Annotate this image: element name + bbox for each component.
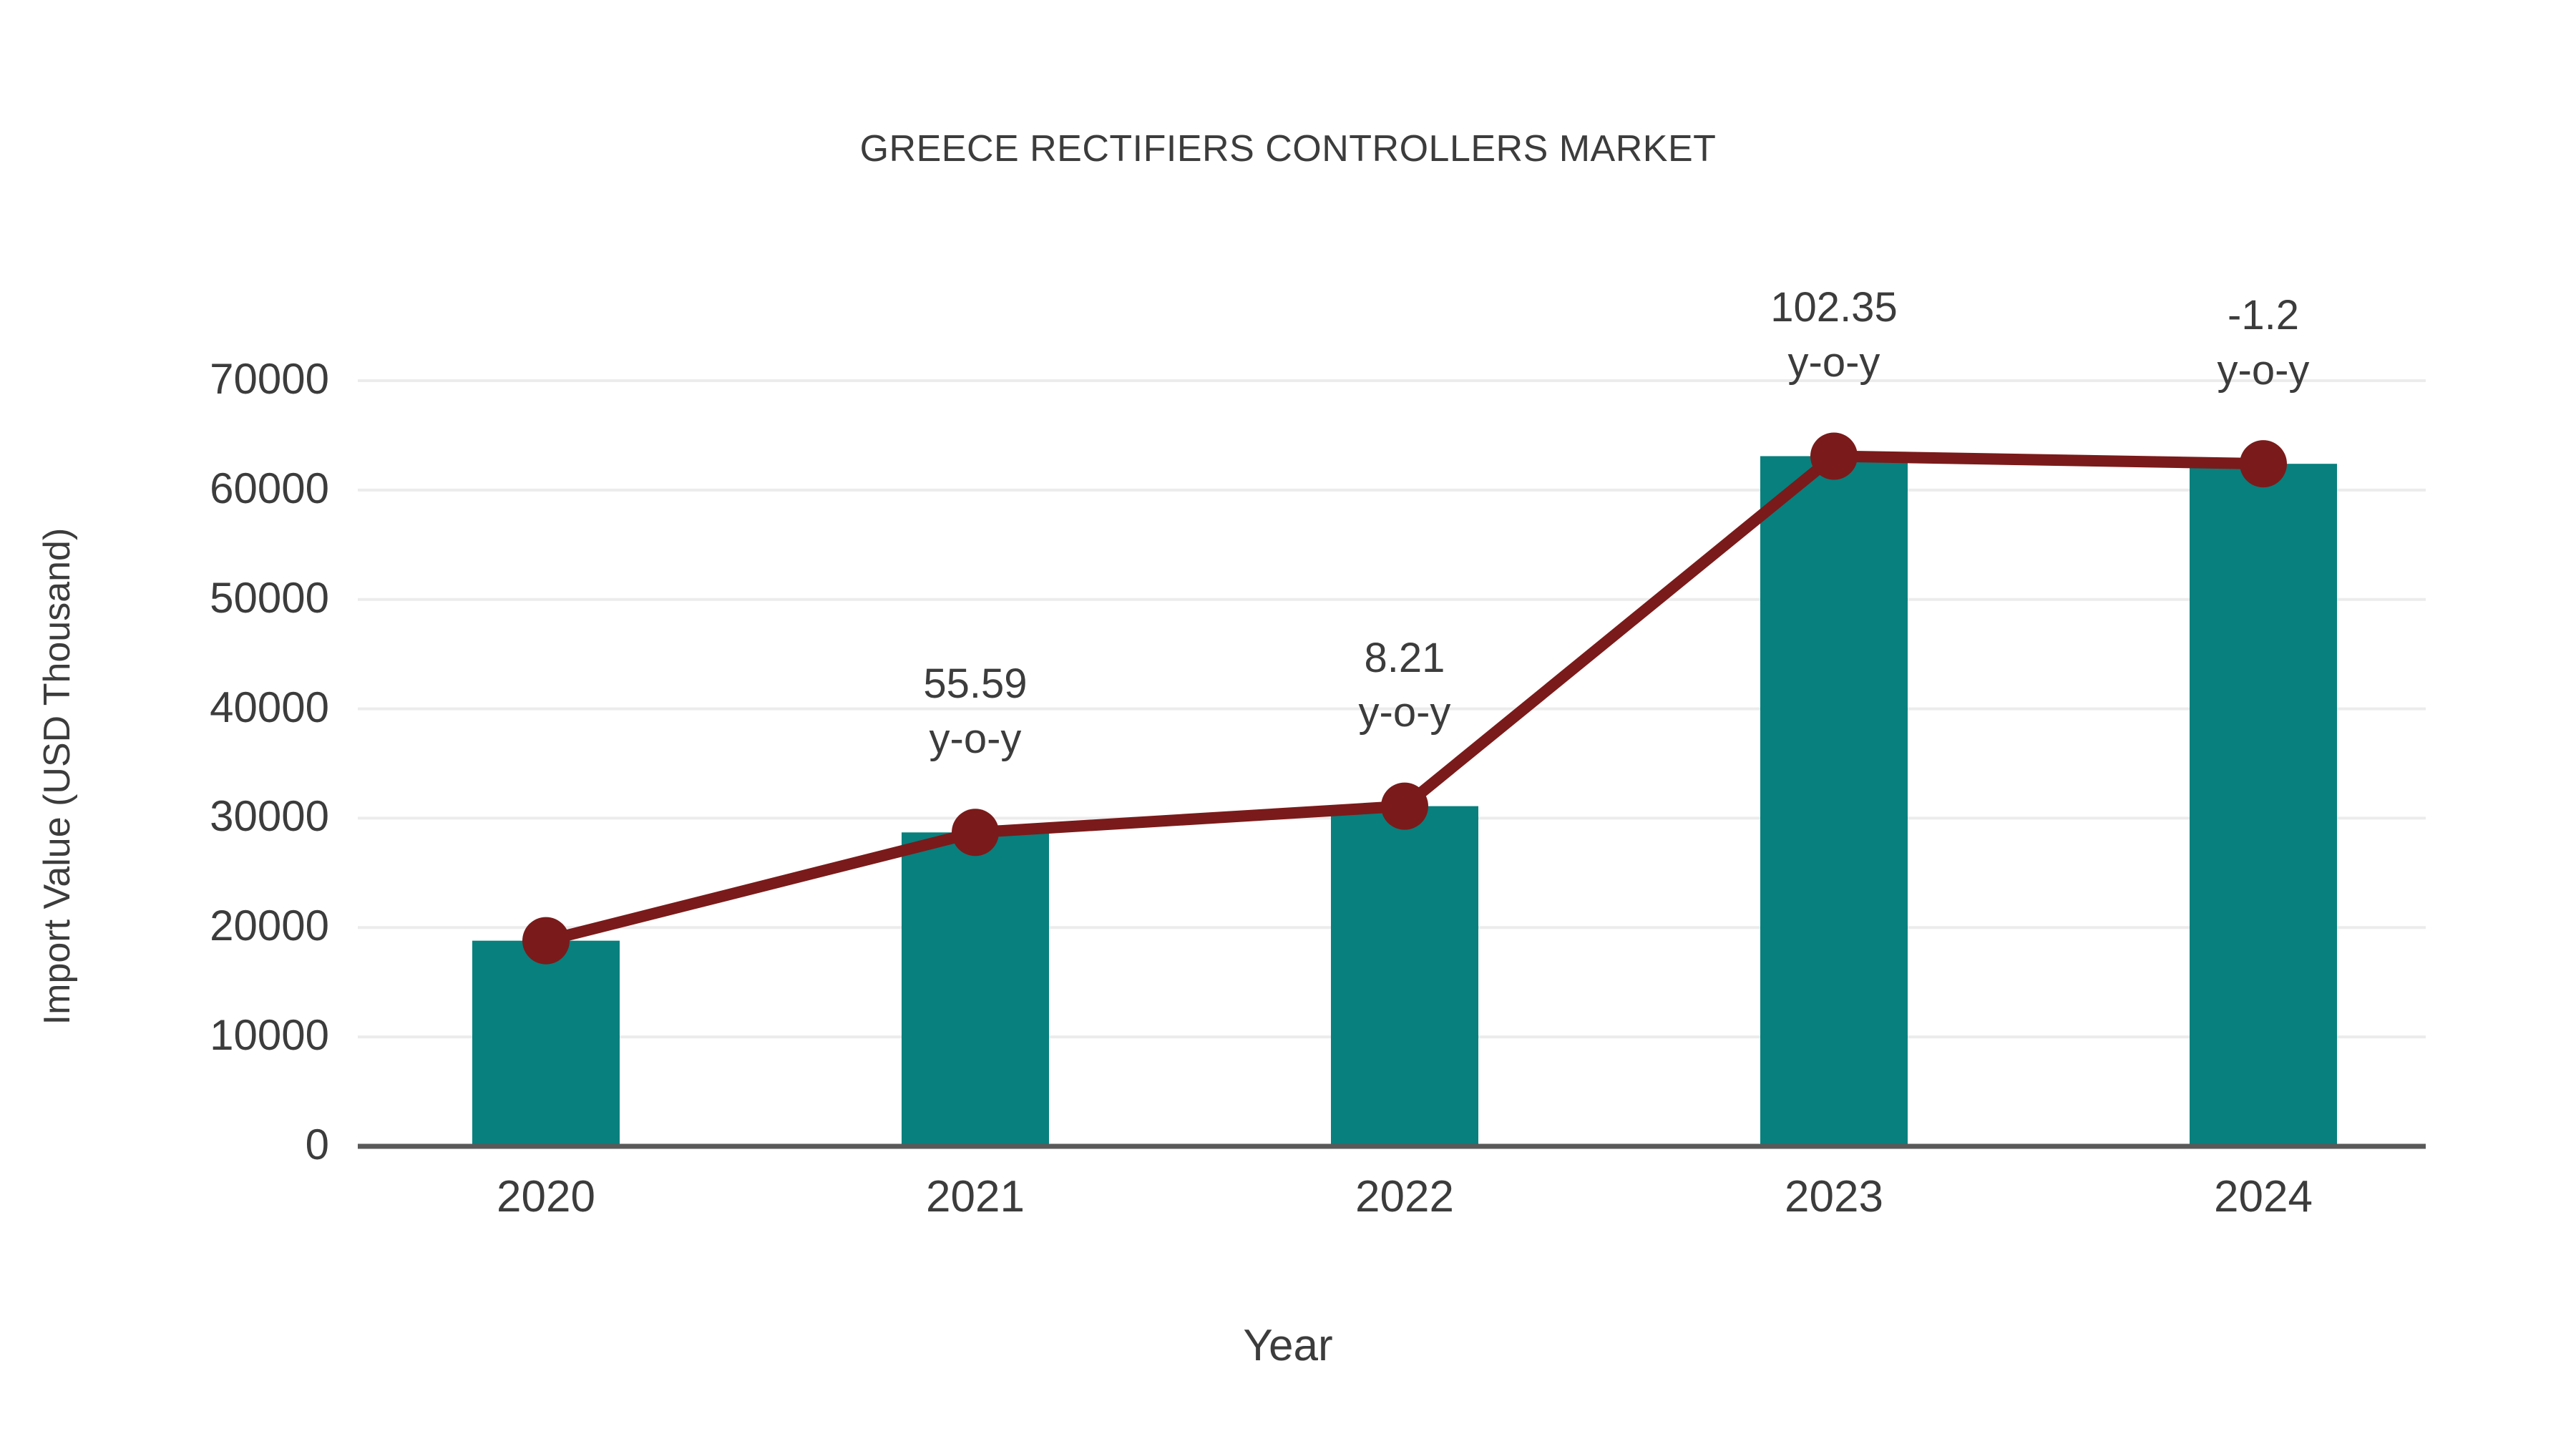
bar-2023[interactable] [1760,456,1908,1146]
yoy-label: y-o-y [929,715,1022,762]
trend-markers-group [522,432,2287,965]
data-point-2023[interactable] [1810,432,1858,480]
x-tick-label-2020: 2020 [497,1172,595,1221]
yoy-annotation-2024: -1.2 y-o-y [2113,288,2414,398]
y-tick-label: 50000 [210,573,329,622]
bar-2021[interactable] [902,832,1049,1146]
y-tick-label: 0 [305,1121,329,1169]
bars-group [472,456,2337,1146]
bar-2020[interactable] [472,940,620,1146]
bar-2022[interactable] [1331,806,1478,1146]
yoy-annotation-2021: 55.59 y-o-y [825,657,1126,766]
yoy-label: y-o-y [1787,339,1880,386]
x-tick-label-2024: 2024 [2214,1172,2313,1221]
data-point-2024[interactable] [2240,440,2287,488]
x-tick-label-2023: 2023 [1785,1172,1883,1221]
bar-2024[interactable] [2190,464,2337,1146]
yoy-value: 55.59 [923,660,1028,708]
chart-title: GREECE RECTIFIERS CONTROLLERS MARKET [859,128,1717,170]
data-point-2021[interactable] [952,809,999,857]
y-tick-label: 10000 [210,1011,329,1060]
y-tick-label: 70000 [210,355,329,403]
yoy-annotation-2022: 8.21 y-o-y [1254,631,1555,741]
yoy-value: -1.2 [2228,292,2299,339]
yoy-label: y-o-y [2217,346,2310,394]
x-tick-label-2022: 2022 [1355,1172,1454,1221]
data-point-2022[interactable] [1381,782,1428,830]
yoy-value: 8.21 [1364,634,1445,681]
y-tick-label: 40000 [210,683,329,731]
y-tick-label: 20000 [210,902,329,950]
yoy-label: y-o-y [1358,689,1451,736]
yoy-value: 102.35 [1770,284,1898,331]
y-tick-label: 30000 [210,792,329,841]
yoy-annotation-2023: 102.35 y-o-y [1684,280,1984,390]
data-point-2020[interactable] [522,917,570,965]
x-axis-title: Year [1243,1321,1333,1370]
y-tick-label: 60000 [210,464,329,512]
x-tick-label-2021: 2021 [926,1172,1025,1221]
